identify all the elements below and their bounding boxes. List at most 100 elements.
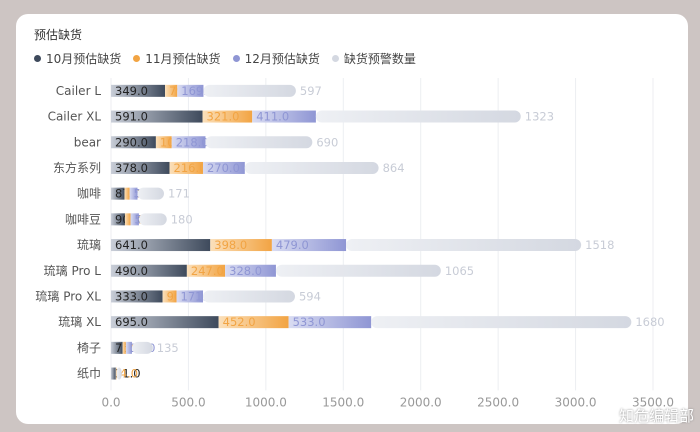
bar-2 — [162, 290, 177, 303]
bar-2 — [122, 341, 126, 354]
legend-item-warning[interactable]: 缺货预警数量 — [331, 50, 416, 67]
data-label: 333.0 — [115, 289, 148, 303]
x-tick-label: 2000.0 — [400, 395, 442, 409]
bar-3 — [125, 341, 132, 354]
category-label: 琉璃 Pro L — [44, 264, 102, 278]
data-label: 135 — [157, 341, 179, 355]
category-label: 琉璃 XL — [58, 315, 101, 329]
chart-card: 预估缺货 10月预估缺货 11月预估缺货 12月预估缺货 缺货预警数量 0.0 5… — [16, 14, 688, 424]
bar-chart-svg: 0.0 500.0 1000.0 1500.0 2000.0 2500.0 3000.0 35… — [35, 78, 674, 409]
bar-4 — [244, 161, 379, 174]
watermark-text: 知危编辑部 — [618, 407, 694, 425]
data-label: 1323 — [525, 110, 554, 124]
category-label: Cailer L — [56, 84, 102, 98]
x-tick-label: 3000.0 — [555, 395, 597, 409]
data-label: 411.0 — [256, 110, 289, 124]
bar-2 — [202, 110, 253, 123]
data-label: 349.0 — [115, 84, 148, 98]
category-label: 琉璃 — [77, 238, 101, 252]
data-label: 597 — [300, 84, 322, 98]
bar-1 — [111, 84, 166, 97]
data-label: 1518 — [585, 238, 614, 252]
category-label: 椅子 — [77, 341, 101, 355]
data-label: 247.0 — [191, 264, 224, 278]
category-label: 纸巾 — [77, 367, 101, 381]
bar-4 — [116, 367, 122, 380]
legend-label-dec: 12月预估缺货 — [244, 52, 320, 66]
bar-3 — [252, 110, 316, 123]
legend-label-nov: 11月预估缺货 — [145, 52, 221, 66]
bar-3 — [202, 161, 245, 174]
bar-3 — [288, 316, 372, 329]
legend-label-warning: 缺货预警数量 — [343, 52, 416, 66]
data-label: 490.0 — [115, 264, 148, 278]
bar-3 — [177, 84, 204, 97]
data-label: 171 — [168, 187, 190, 201]
data-label: 479.0 — [276, 238, 309, 252]
bar-2 — [165, 84, 178, 97]
bar-1 — [111, 290, 163, 303]
bar-1 — [111, 367, 116, 380]
x-tick-label: 1000.0 — [245, 395, 287, 409]
data-label: 218.0 — [176, 135, 209, 149]
legend-item-nov[interactable]: 11月预估缺货 — [133, 50, 221, 67]
data-label: 398.0 — [214, 238, 247, 252]
bar-1 — [111, 239, 211, 252]
data-label: 321.0 — [207, 110, 240, 124]
bar-3 — [225, 264, 276, 277]
data-label: 4.0 — [120, 367, 138, 381]
bar-1 — [111, 264, 187, 277]
bar-2 — [186, 264, 226, 277]
bar-2 — [210, 239, 272, 252]
bar-4 — [315, 110, 521, 123]
legend-item-oct[interactable]: 10月预估缺货 — [34, 50, 121, 67]
bar-1 — [111, 316, 219, 329]
bar-4 — [371, 316, 632, 329]
bar-4 — [137, 187, 164, 200]
category-label: 咖啡豆 — [65, 211, 101, 226]
bar-2 — [124, 213, 131, 226]
bar-4 — [346, 239, 582, 252]
data-label: 270.0 — [207, 161, 240, 175]
bar-1 — [111, 110, 203, 123]
data-label: 641.0 — [115, 238, 148, 252]
data-label: 690 — [316, 135, 338, 149]
data-label: 328.0 — [229, 264, 262, 278]
legend-dot-nov — [133, 55, 141, 62]
legend-dot-dec — [232, 55, 240, 62]
category-label: 咖啡 — [77, 186, 101, 201]
category-label: 东方系列 — [53, 160, 101, 175]
data-label: 216.0 — [174, 161, 207, 175]
category-label: Cailer XL — [48, 110, 102, 124]
data-label: 1680 — [635, 315, 664, 329]
data-label: 31.0 — [115, 367, 141, 381]
bar-3 — [271, 239, 347, 252]
data-label: 864 — [383, 161, 405, 175]
bar-1 — [111, 213, 125, 226]
bar-4 — [205, 136, 313, 149]
bar-3 — [176, 290, 203, 303]
legend-item-dec[interactable]: 12月预估缺货 — [232, 50, 320, 67]
legend-dot-warning — [331, 55, 339, 62]
x-tick-label: 2500.0 — [477, 395, 519, 409]
x-tick-label: 0.0 — [101, 395, 120, 409]
data-label: 594 — [299, 289, 321, 303]
bar-3 — [129, 187, 138, 200]
bar-1 — [111, 341, 123, 354]
bar-1 — [111, 136, 156, 149]
bar-2 — [124, 187, 130, 200]
bar-2 — [155, 136, 172, 149]
bar-2 — [218, 316, 289, 329]
bar-4 — [203, 84, 296, 97]
x-tick-label: 500.0 — [171, 395, 205, 409]
bar-1 — [111, 187, 125, 200]
legend-label-oct: 10月预估缺货 — [46, 52, 122, 66]
category-label: bear — [74, 135, 101, 149]
bar-4 — [131, 341, 153, 354]
data-label: 591.0 — [115, 110, 148, 124]
chart-title: 预估缺货 — [34, 28, 83, 42]
data-label: 533.0 — [293, 315, 326, 329]
data-label: 378.0 — [115, 161, 148, 175]
category-label: 琉璃 Pro XL — [35, 289, 101, 303]
data-label: 180 — [171, 212, 193, 226]
